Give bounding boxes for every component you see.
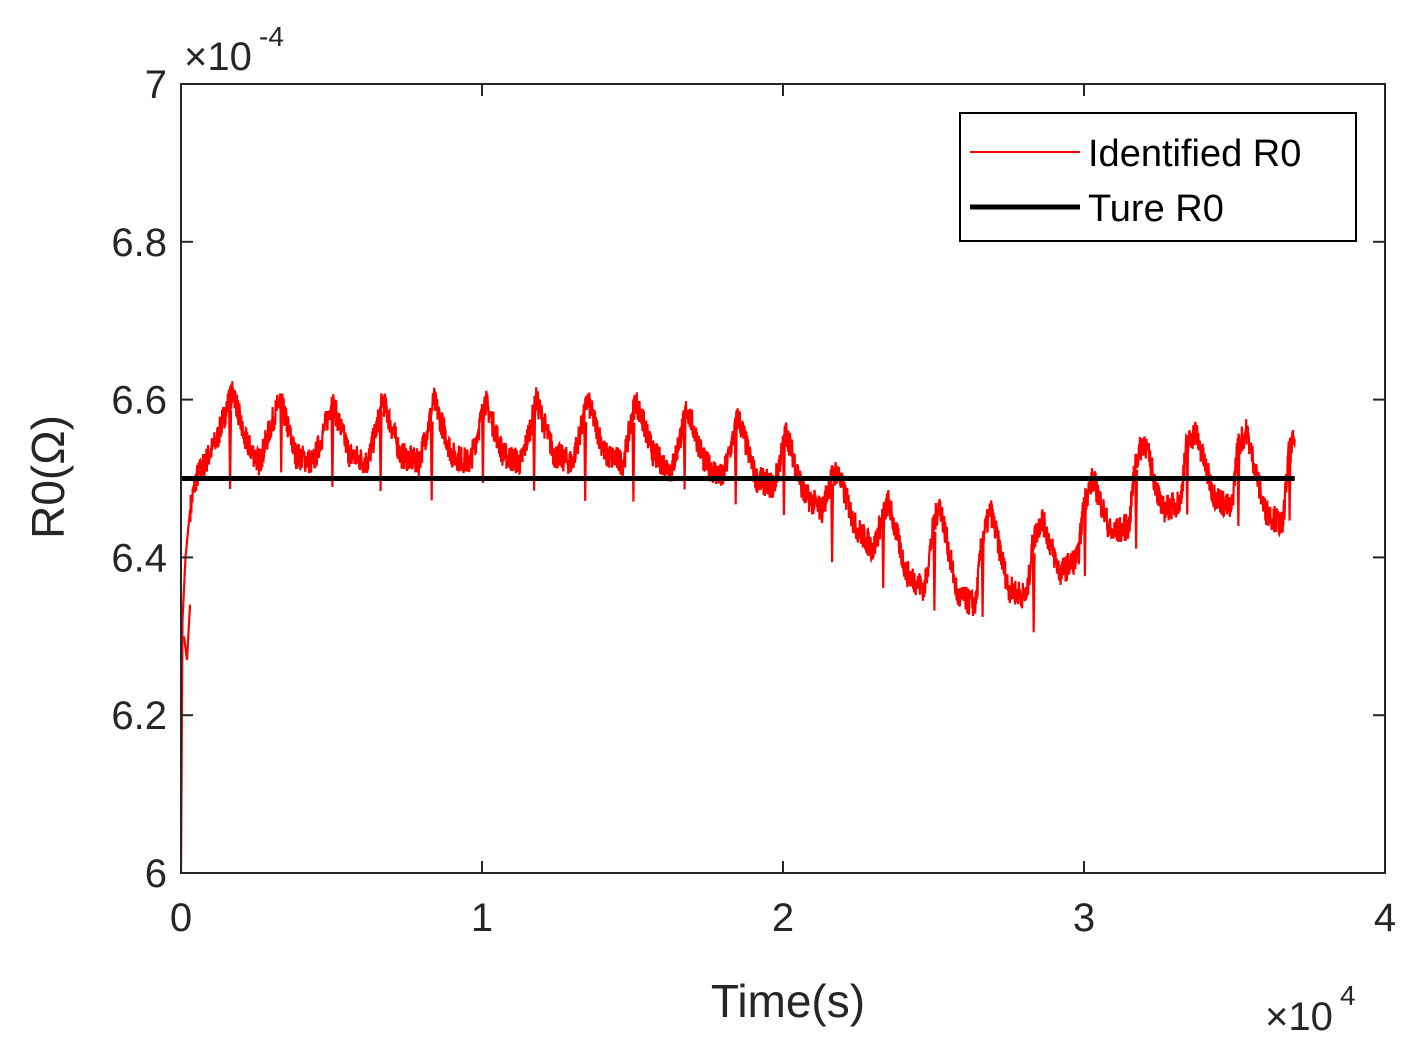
identified-r0-spike xyxy=(631,422,636,502)
y-tick-label: 6.6 xyxy=(111,379,167,423)
identified-r0-spike xyxy=(1185,435,1190,515)
identified-r0-spike xyxy=(429,421,434,501)
identified-r0-spike xyxy=(583,421,588,501)
x-tick-label: 1 xyxy=(471,896,493,940)
identified-r0-spike xyxy=(1287,441,1292,521)
y-tick-label: 7 xyxy=(145,63,167,107)
identified-r0-spike xyxy=(378,412,383,492)
identified-r0-spike xyxy=(733,425,738,505)
x-axis-multiplier: ×10 4 xyxy=(1265,980,1356,1039)
legend-label-true: Ture R0 xyxy=(1088,188,1224,230)
identified-r0-spike xyxy=(279,393,284,473)
identified-r0-spike xyxy=(1031,553,1036,633)
identified-r0-spike xyxy=(532,411,537,491)
x-tick-label: 4 xyxy=(1374,896,1396,940)
y-tick-label: 6.4 xyxy=(111,536,167,580)
identified-r0-spike xyxy=(830,483,835,563)
legend-box xyxy=(959,112,1357,242)
x-tick-label: 0 xyxy=(170,896,192,940)
x-axis-label: Time(s) xyxy=(711,975,865,1027)
identified-r0-initial-dip xyxy=(182,604,192,661)
identified-r0-spike xyxy=(1082,497,1087,577)
y-tick-label: 6.8 xyxy=(111,221,167,265)
series-identified-r0 xyxy=(181,381,1296,873)
x-tick-label: 2 xyxy=(772,896,794,940)
y-axis-multiplier: ×10 -4 xyxy=(184,21,284,79)
y-multiplier-exponent: -4 xyxy=(259,21,284,52)
identified-r0-spike xyxy=(980,537,985,617)
identified-r0-spike xyxy=(781,436,786,516)
x-multiplier-exponent: 4 xyxy=(1340,980,1356,1011)
y-tick-label: 6.2 xyxy=(111,694,167,738)
legend: Identified R0 Ture R0 xyxy=(959,112,1357,242)
legend-label-identified: Identified R0 xyxy=(1088,133,1301,175)
identified-r0-spike xyxy=(881,509,886,589)
identified-r0-spike xyxy=(480,404,485,484)
y-tick-label: 6 xyxy=(145,852,167,896)
identified-r0-spike xyxy=(932,531,937,611)
plot-area xyxy=(181,381,1296,873)
identified-r0-spike xyxy=(682,410,687,490)
identified-r0-spike xyxy=(1236,447,1241,527)
identified-r0-spike xyxy=(228,410,233,490)
x-multiplier-base: ×10 xyxy=(1265,995,1333,1039)
axes: 0 1 2 3 4 6 6.2 6.4 6.6 6.8 7 xyxy=(111,63,1396,940)
identified-r0-spike xyxy=(1134,469,1139,549)
y-multiplier-base: ×10 xyxy=(184,35,252,79)
identified-r0-spike xyxy=(330,407,335,487)
y-axis-label: R0(Ω) xyxy=(22,415,74,539)
x-tick-label: 3 xyxy=(1073,896,1095,940)
